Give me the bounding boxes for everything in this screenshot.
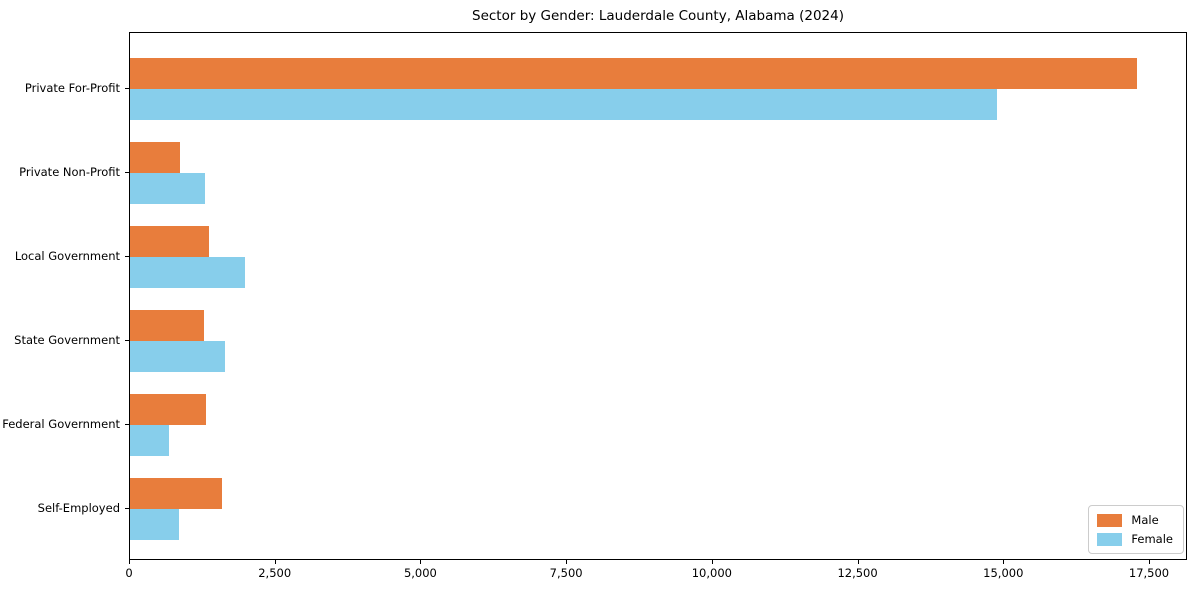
bar-female-private-for-profit: [130, 89, 997, 120]
bar-female-private-non-profit: [130, 173, 205, 204]
x-tick-label-2-500: 2,500: [258, 566, 292, 580]
bar-male-private-non-profit: [130, 142, 180, 173]
bar-female-state-government: [130, 341, 225, 372]
y-tick-mark: [125, 424, 129, 425]
legend-swatch-male: [1097, 513, 1123, 527]
y-axis-label-private-for-profit: Private For-Profit: [24, 81, 120, 95]
bar-male-self-employed: [130, 478, 222, 509]
x-tick-mark: [1149, 560, 1150, 564]
y-tick-mark: [125, 88, 129, 89]
bar-male-local-government: [130, 226, 209, 257]
legend: Male Female: [1088, 505, 1184, 554]
x-tick-label-12-500: 12,500: [837, 566, 878, 580]
chart-title: Sector by Gender: Lauderdale County, Ala…: [472, 8, 844, 24]
legend-item-male: Male: [1097, 513, 1173, 527]
x-tick-label-0: 0: [125, 566, 133, 580]
y-axis-label-self-employed: Self-Employed: [37, 501, 120, 515]
x-tick-mark: [420, 560, 422, 564]
x-tick-mark: [566, 560, 568, 564]
x-tick-mark: [857, 560, 859, 564]
y-tick-mark: [125, 256, 129, 257]
legend-label-male: Male: [1131, 513, 1159, 527]
plot-area: [129, 32, 1187, 560]
bar-female-federal-government: [130, 425, 169, 456]
x-tick-mark: [711, 560, 713, 564]
bar-male-federal-government: [130, 394, 206, 425]
bar-male-state-government: [130, 310, 204, 341]
y-axis-label-federal-government: Federal Government: [2, 417, 120, 431]
y-axis-label-local-government: Local Government: [14, 249, 120, 263]
bar-male-private-for-profit: [130, 58, 1137, 89]
y-axis-label-state-government: State Government: [14, 333, 120, 347]
x-tick-label-10-000: 10,000: [691, 566, 732, 580]
x-tick-label-5-000: 5,000: [403, 566, 437, 580]
y-tick-mark: [125, 340, 129, 341]
x-tick-label-17-500: 17,500: [1128, 566, 1170, 580]
legend-item-female: Female: [1097, 532, 1173, 546]
y-tick-mark: [125, 172, 129, 173]
x-tick-mark: [274, 560, 276, 564]
bar-female-local-government: [130, 257, 245, 288]
x-tick-mark: [129, 560, 130, 564]
y-tick-mark: [125, 508, 129, 509]
bar-female-self-employed: [130, 509, 179, 540]
y-axis-label-private-non-profit: Private Non-Profit: [19, 165, 120, 179]
legend-label-female: Female: [1131, 532, 1173, 546]
x-tick-mark: [1003, 560, 1005, 564]
legend-swatch-female: [1097, 532, 1123, 546]
x-tick-label-7-500: 7,500: [549, 566, 583, 580]
x-tick-label-15-000: 15,000: [983, 566, 1024, 580]
